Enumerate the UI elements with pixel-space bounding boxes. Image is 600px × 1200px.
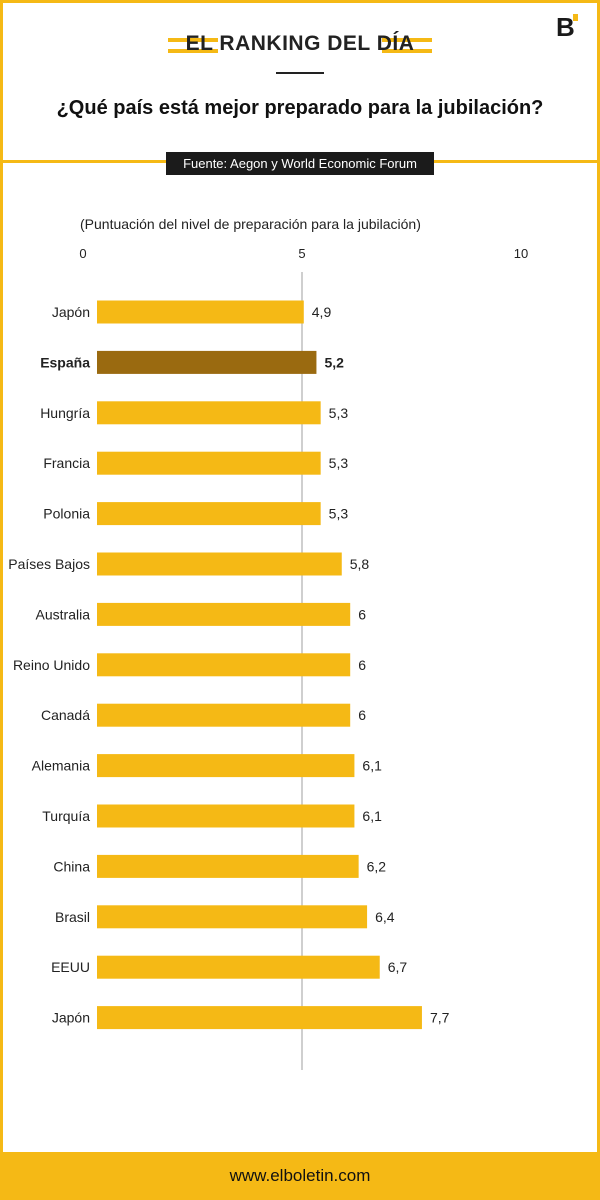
bar [97, 1006, 422, 1030]
brand-logo-accent [573, 14, 578, 21]
axis-label: (Puntuación del nivel de preparación par… [80, 216, 421, 232]
category-label: Turquía [42, 808, 90, 824]
bar [97, 552, 342, 576]
x-tick-label: 10 [514, 246, 528, 261]
data-label: 6,7 [388, 959, 408, 975]
right-stripe-bottom [382, 49, 432, 53]
data-label: 6 [358, 657, 366, 673]
bar [97, 955, 380, 979]
data-label: 6,1 [362, 758, 382, 774]
category-label: Polonia [43, 506, 90, 522]
left-stripe-top [168, 38, 218, 42]
bar [97, 754, 355, 778]
category-label: Japón [52, 1010, 90, 1026]
data-label: 5,2 [324, 354, 344, 370]
data-label: 5,3 [329, 506, 349, 522]
bar [97, 854, 359, 878]
title-divider [276, 72, 324, 74]
kicker-row: EL RANKING DEL DÍA [0, 30, 600, 64]
data-label: 5,8 [350, 556, 370, 572]
left-stripe-bottom [168, 49, 218, 53]
x-tick-label: 0 [79, 246, 86, 261]
category-label: Japón [52, 304, 90, 320]
bar [97, 653, 351, 677]
brand-logo: B [556, 12, 575, 42]
category-label: Brasil [55, 909, 90, 925]
category-label: Hungría [40, 405, 90, 421]
bar [97, 905, 368, 929]
bar [97, 502, 321, 526]
category-label: Canadá [41, 707, 90, 723]
footer[interactable]: www.elboletin.com [0, 1152, 600, 1200]
category-label: Francia [43, 455, 90, 471]
bar [97, 451, 321, 475]
kicker-title: EL RANKING DEL DÍA [185, 32, 415, 55]
footer-url[interactable]: www.elboletin.com [229, 1166, 371, 1185]
data-label: 5,3 [329, 455, 349, 471]
page-title: ¿Qué país está mejor preparado para la j… [56, 97, 544, 119]
right-stripe-top [382, 38, 432, 42]
bar [97, 602, 351, 626]
bar [97, 300, 304, 324]
source-badge: Fuente: Aegon y World Economic Forum [166, 152, 434, 175]
category-label: Australia [36, 606, 91, 622]
data-label: 7,7 [430, 1010, 450, 1026]
bar [97, 401, 321, 425]
x-tick-label: 5 [298, 246, 305, 261]
data-label: 6 [358, 707, 366, 723]
category-label: Reino Unido [13, 657, 90, 673]
bar-chart: 0 5 10 Japón 4,9 España 5,2 Hungría 5,3 Francia 5,… [8, 246, 528, 1070]
category-label: China [53, 858, 90, 874]
data-label: 4,9 [312, 304, 332, 320]
data-label: 6,2 [367, 858, 387, 874]
bar [97, 703, 351, 727]
bar [97, 350, 317, 374]
data-label: 6 [358, 606, 366, 622]
category-label: España [40, 354, 90, 370]
category-label: Países Bajos [8, 556, 90, 572]
data-label: 5,3 [329, 405, 349, 421]
category-label: EEUU [51, 959, 90, 975]
category-label: Alemania [32, 758, 91, 774]
data-label: 6,4 [375, 909, 395, 925]
data-label: 6,1 [362, 808, 382, 824]
bar [97, 804, 355, 828]
